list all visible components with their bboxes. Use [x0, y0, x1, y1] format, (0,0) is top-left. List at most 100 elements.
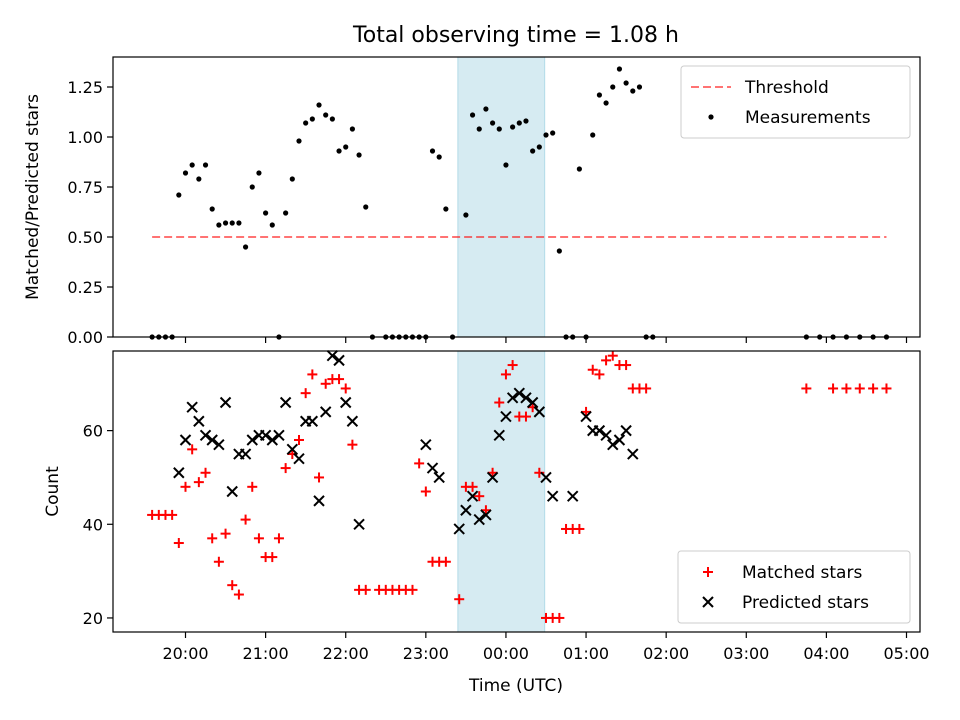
data-point	[520, 392, 532, 404]
data-point-b	[286, 443, 299, 456]
x-tick-label: 01:00	[563, 644, 609, 663]
data-point	[546, 490, 559, 502]
data-point	[176, 192, 182, 198]
data-point	[486, 471, 499, 484]
data-point	[309, 116, 315, 122]
shaded-interval	[457, 56, 546, 338]
data-point	[213, 438, 225, 451]
axes-frame	[112, 350, 921, 633]
data-point	[340, 383, 351, 394]
data-point	[587, 364, 598, 375]
data-point	[329, 116, 335, 122]
data-point-b	[593, 424, 606, 437]
chart-title: Total observing time = 1.08 h	[352, 23, 679, 48]
data-point	[180, 481, 191, 492]
data-point	[623, 80, 629, 86]
y-tick-label: 0.00	[67, 328, 103, 347]
data-point-b	[500, 410, 512, 423]
data-point-b	[473, 513, 485, 526]
y-tick-label: 40	[83, 515, 103, 534]
data-point	[256, 170, 262, 176]
data-point	[607, 350, 618, 361]
data-point-b	[313, 495, 325, 507]
data-point	[213, 556, 224, 567]
data-point	[469, 112, 476, 118]
data-point-b	[453, 523, 465, 535]
data-point	[526, 396, 539, 409]
shaded-interval	[457, 350, 546, 633]
data-point	[523, 118, 529, 124]
data-point	[300, 388, 311, 399]
y-axis-label: Count	[43, 466, 63, 517]
data-point	[199, 429, 212, 442]
data-point	[296, 138, 302, 144]
data-point	[466, 490, 479, 502]
data-point	[182, 170, 189, 176]
data-point	[179, 434, 192, 446]
data-point	[510, 124, 516, 130]
data-point-b	[480, 509, 492, 521]
data-point	[283, 210, 289, 216]
data-point-b	[213, 438, 225, 451]
data-point-b	[333, 354, 345, 367]
data-point	[881, 383, 892, 394]
data-point	[280, 463, 291, 474]
data-point	[239, 448, 252, 460]
data-point	[436, 154, 442, 160]
series-measurements	[149, 66, 890, 340]
data-point	[326, 349, 339, 362]
data-point	[580, 410, 592, 423]
data-point	[474, 491, 485, 502]
data-point-b	[193, 415, 205, 427]
data-point	[556, 248, 562, 254]
data-point	[259, 429, 272, 442]
data-point	[574, 523, 585, 534]
data-point	[610, 84, 616, 90]
data-point	[520, 411, 531, 422]
data-point	[246, 434, 258, 446]
data-point	[828, 383, 839, 394]
data-point	[540, 471, 552, 484]
x-tick-label: 22:00	[323, 644, 369, 663]
data-point	[594, 369, 605, 380]
data-point	[590, 132, 596, 138]
data-point-b	[520, 392, 532, 404]
data-point-b	[506, 392, 519, 404]
y-tick-label: 0.25	[67, 278, 103, 297]
data-point-b	[319, 406, 332, 418]
data-point	[554, 612, 565, 623]
data-point-b	[219, 396, 232, 409]
data-point-b	[239, 448, 252, 460]
data-point	[500, 410, 512, 423]
data-point	[603, 100, 609, 106]
data-point	[433, 471, 445, 484]
panel-bottom: 20 40 60 20:00 21:00 22:00 23:00 00:00 01:00 02:0…	[43, 349, 930, 663]
legend-label: Predicted stars	[742, 593, 869, 613]
data-point	[453, 523, 465, 535]
data-point	[236, 220, 242, 226]
data-point-b	[179, 434, 192, 446]
data-point	[316, 102, 322, 108]
data-point-b	[279, 396, 292, 409]
data-point	[207, 533, 218, 544]
data-point-b	[353, 518, 365, 530]
data-point-b	[607, 438, 619, 451]
data-point-b	[533, 406, 546, 418]
data-point	[443, 206, 449, 212]
data-point-b	[293, 453, 305, 465]
data-point	[266, 434, 278, 446]
data-point	[483, 106, 489, 112]
data-point	[440, 556, 451, 567]
data-point-b	[620, 424, 632, 437]
data-point	[227, 580, 238, 591]
data-point	[506, 392, 519, 404]
data-point-b	[540, 471, 552, 484]
data-point	[460, 504, 472, 516]
data-point	[193, 477, 204, 488]
data-point-b	[266, 434, 278, 446]
data-point	[596, 92, 603, 98]
data-point-b	[346, 415, 359, 427]
data-point-b	[206, 434, 218, 446]
y-tick-label: 60	[83, 422, 103, 441]
data-point	[229, 220, 235, 226]
